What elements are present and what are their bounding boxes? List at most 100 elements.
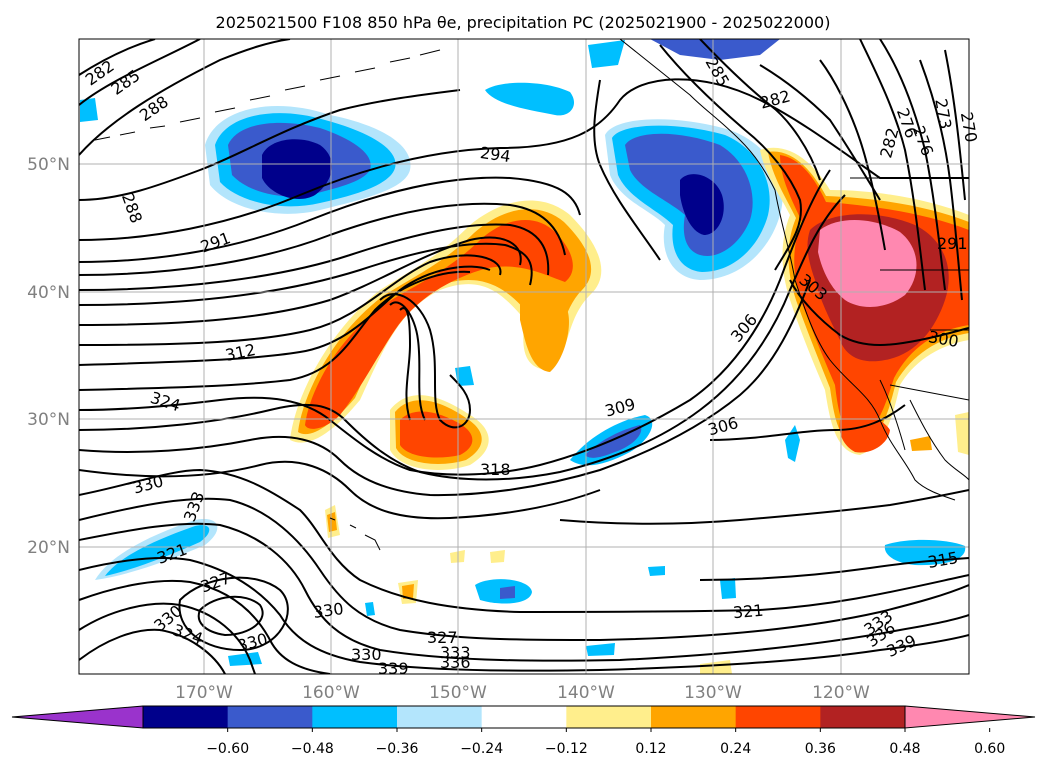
lat-label: 20°N [27, 538, 70, 558]
lon-label: 120°W [812, 683, 870, 703]
colorbar-swatch [312, 706, 398, 728]
contour-label: 321 [732, 601, 764, 623]
colorbar-extend-low [11, 705, 144, 729]
neg-anomaly-area [365, 602, 375, 616]
contour-line [379, 293, 472, 429]
theta-e-contours [79, 39, 969, 674]
contour-label: 336 [440, 653, 471, 672]
contour-line [79, 522, 969, 662]
colorbar-tick-label: 0.48 [889, 741, 920, 757]
colorbar-tick-label: −0.60 [206, 741, 249, 757]
colorbar-tick-label: 0.36 [805, 741, 836, 757]
contour-line [79, 460, 601, 520]
longitude-labels: 170°W 160°W 150°W 140°W 130°W 120°W [175, 683, 870, 703]
contour-line [79, 497, 969, 642]
lon-label: 150°W [429, 683, 487, 703]
contour-line [79, 468, 969, 614]
graticule [79, 39, 969, 674]
contour-label: 339 [378, 659, 409, 678]
contour-line [819, 59, 886, 251]
lat-label: 50°N [27, 155, 70, 175]
neg-anomaly-area [588, 40, 625, 68]
pos-anomaly-area [402, 584, 414, 599]
colorbar-swatch [481, 706, 567, 728]
colorbar-swatch [566, 706, 652, 728]
contour-line [759, 64, 881, 201]
colorbar-tick-label: −0.48 [291, 741, 334, 757]
pos-anomaly-area [305, 219, 573, 429]
contour-line [79, 176, 581, 263]
coastline-hawaii [329, 517, 381, 551]
latitude-labels: 50°N 40°N 30°N 20°N [27, 155, 70, 558]
colorbar-ticks: −0.60 −0.48 −0.36 −0.24 −0.12 0.12 0.24 0.36 0.4… [206, 728, 1005, 757]
colorbar-tick-label: 0.24 [720, 741, 751, 757]
pos-anomaly-area [818, 220, 917, 307]
colorbar-swatch [820, 706, 906, 728]
contour-line [79, 270, 471, 391]
coastline-aleutians [94, 49, 441, 141]
contour-line [79, 223, 550, 291]
neg-anomaly-area [650, 39, 780, 60]
pos-anomaly-area [520, 290, 570, 372]
colorbar-swatch [227, 706, 313, 728]
contour-line [79, 39, 291, 156]
neg-anomaly-area [485, 82, 575, 116]
contour-line [79, 236, 522, 326]
contour-line [399, 307, 412, 421]
colorbar-extend-high [904, 705, 1036, 729]
colorbar-tick-label: 0.60 [974, 741, 1005, 757]
coastline-baja [879, 379, 969, 481]
pos-anomaly-area [955, 412, 969, 455]
contour-line [79, 202, 566, 276]
pos-anomaly-area [700, 660, 732, 674]
contour-line [699, 557, 969, 581]
contour-label: 291 [937, 234, 968, 253]
contour-line [79, 279, 811, 497]
coastline-alaska [619, 39, 956, 501]
colorbar-swatch [735, 706, 821, 728]
pos-anomaly-area [910, 436, 932, 451]
neg-anomaly-area [648, 566, 665, 576]
contour-line [79, 39, 156, 76]
colorbar-tick-label: −0.12 [545, 741, 588, 757]
colorbar-swatches [11, 705, 1036, 729]
map-plot-area [79, 39, 969, 674]
contour-line [699, 39, 821, 181]
lat-label: 30°N [27, 410, 70, 430]
neg-anomaly-area [228, 652, 262, 666]
precipitation-shading [80, 39, 969, 674]
pos-anomaly-area [327, 512, 337, 532]
contour-line [944, 49, 966, 201]
lon-label: 140°W [557, 683, 615, 703]
contour-label: 330 [351, 645, 382, 664]
contour-line [79, 254, 502, 346]
figure-title: 2025021500 F108 850 hPa θe, precipitatio… [216, 13, 831, 32]
contour-label: 330 [312, 599, 345, 622]
colorbar-swatch [397, 706, 483, 728]
lon-label: 170°W [175, 683, 233, 703]
neg-anomaly-area [80, 98, 98, 122]
colorbar-tick-label: −0.36 [376, 741, 419, 757]
contour-line [789, 279, 969, 346]
contour-line [79, 579, 331, 674]
coastlines [94, 39, 969, 551]
map-frame [78, 38, 970, 675]
contour-label: 327 [427, 628, 458, 647]
neg-anomaly-area [105, 525, 210, 576]
contour-line [659, 44, 802, 271]
contour-line [389, 301, 426, 421]
neg-anomaly-area [500, 586, 515, 599]
contour-line [79, 628, 226, 674]
neg-anomaly-area [262, 139, 332, 199]
neg-anomaly-area [586, 643, 615, 656]
neg-anomaly-area [455, 366, 474, 386]
state-border [850, 177, 969, 401]
contour-line [79, 89, 461, 201]
contour-line [879, 39, 946, 291]
colorbar-swatch [143, 706, 229, 728]
colorbar-frame [142, 705, 906, 729]
colorbar: −0.60 −0.48 −0.36 −0.24 −0.12 0.12 0.24 0.36 0.4… [11, 705, 1036, 757]
colorbar-swatch [651, 706, 737, 728]
